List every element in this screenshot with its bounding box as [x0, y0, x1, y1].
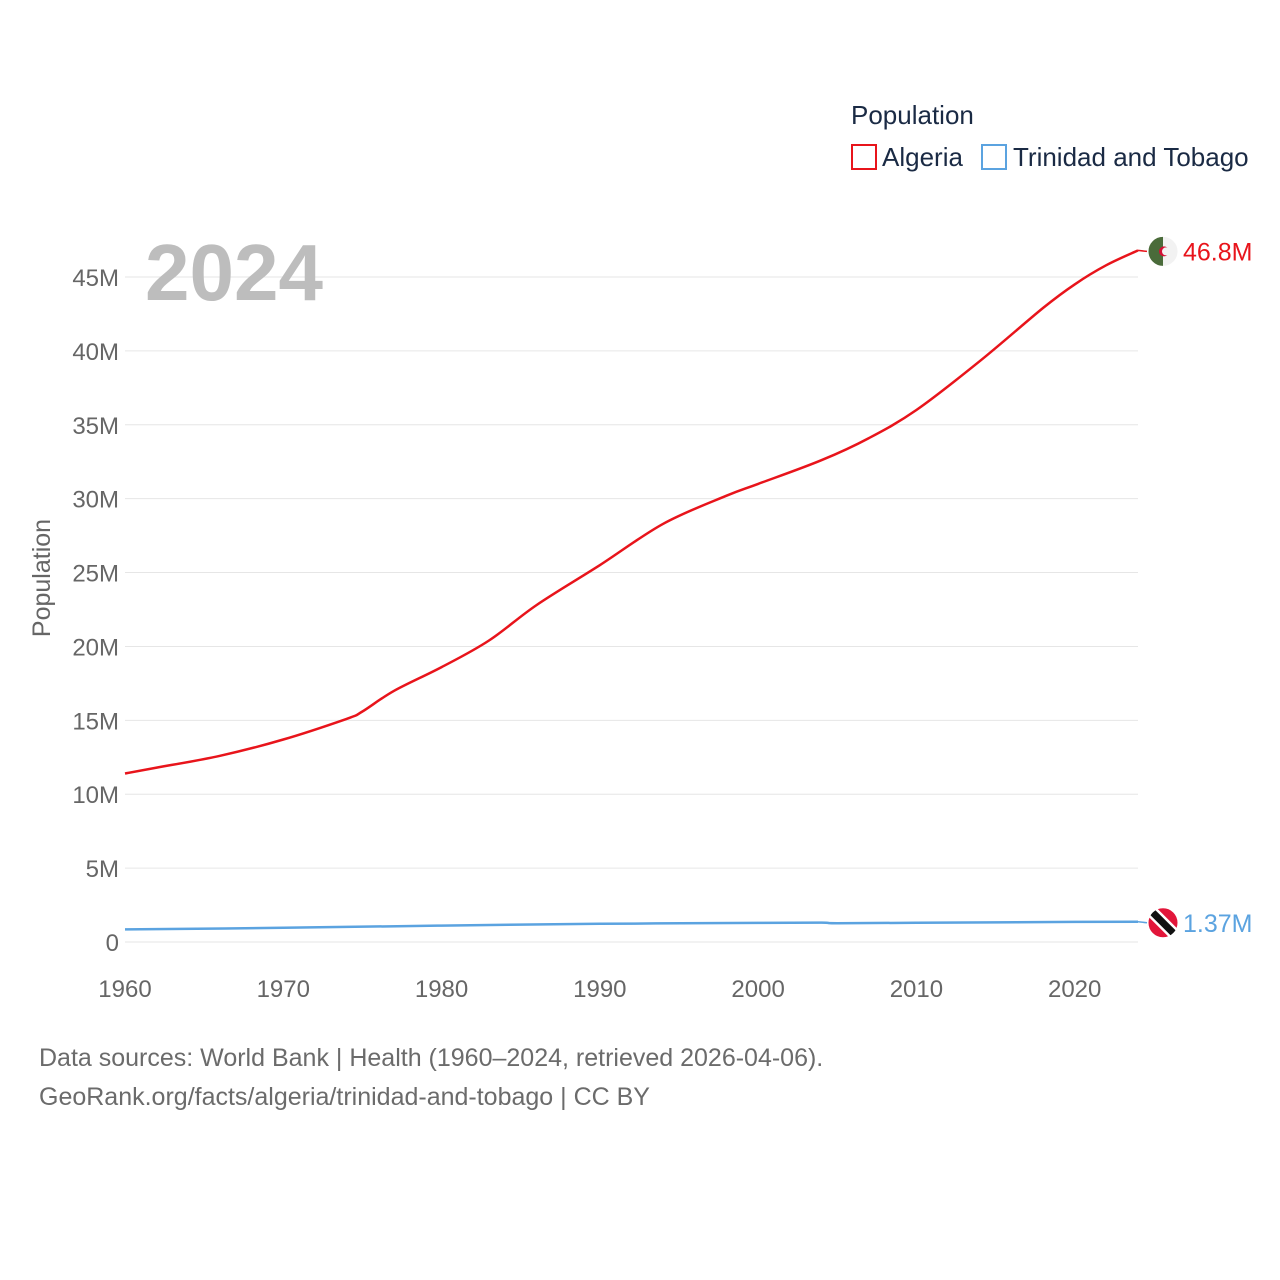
y-tick-label: 15M — [72, 708, 119, 735]
y-tick-label: 35M — [72, 413, 119, 440]
footer-data-sources: Data sources: World Bank | Health (1960–… — [39, 1044, 824, 1072]
y-axis-ticks: 0 5M 10M 15M 20M 25M 30M 35M 40M 45M — [72, 265, 119, 957]
y-tick-label: 0 — [106, 930, 119, 957]
y-tick-label: 10M — [72, 782, 119, 809]
end-value-label-trinidad-and-tobago: 1.37M — [1183, 910, 1252, 938]
series-line-algeria — [124, 249, 1139, 775]
gridlines — [125, 276, 1138, 943]
legend-label-algeria: Algeria — [882, 142, 963, 172]
x-tick-label: 1990 — [573, 976, 626, 1003]
legend-label-trinidad-and-tobago: Trinidad and Tobago — [1013, 142, 1249, 172]
y-tick-label: 5M — [86, 856, 119, 883]
x-tick-label: 1970 — [257, 976, 310, 1003]
y-tick-label: 40M — [72, 339, 119, 366]
x-tick-label: 2010 — [890, 976, 943, 1003]
legend-swatch-trinidad-and-tobago — [981, 144, 1007, 170]
end-value-label-algeria: 46.8M — [1183, 238, 1252, 266]
legend-item-trinidad-and-tobago[interactable]: Trinidad and Tobago — [981, 142, 1249, 172]
y-axis-label: Population — [28, 519, 56, 637]
end-connector-trinidad-and-tobago — [1137, 921, 1148, 924]
end-connector-algeria — [1137, 249, 1148, 253]
x-tick-label: 1980 — [415, 976, 468, 1003]
current-year-label: 2024 — [145, 228, 323, 317]
y-tick-label: 20M — [72, 634, 119, 661]
x-tick-label: 2000 — [731, 976, 784, 1003]
legend-title: Population — [851, 100, 974, 130]
population-line-chart: 0 5M 10M 15M 20M 25M 30M 35M 40M 45M 1960 1970 1980… — [28, 100, 1252, 1003]
legend-swatch-algeria — [851, 144, 877, 170]
algeria-flag-icon — [1147, 235, 1179, 267]
footer-attribution: GeoRank.org/facts/algeria/trinidad-and-t… — [39, 1083, 650, 1111]
series-end-markers: 46.8M 1.37M — [1137, 235, 1252, 939]
x-tick-label: 1960 — [98, 976, 151, 1003]
trinidad-and-tobago-flag-icon — [1147, 907, 1179, 939]
legend-item-algeria[interactable]: Algeria — [851, 142, 963, 172]
series-line-trinidad-and-tobago — [124, 920, 1139, 931]
x-tick-label: 2020 — [1048, 976, 1101, 1003]
x-axis-ticks: 1960 1970 1980 1990 2000 2010 2020 — [98, 976, 1101, 1003]
y-tick-label: 45M — [72, 265, 119, 292]
y-tick-label: 25M — [72, 561, 119, 588]
series-lines — [124, 249, 1139, 931]
y-tick-label: 30M — [72, 487, 119, 514]
